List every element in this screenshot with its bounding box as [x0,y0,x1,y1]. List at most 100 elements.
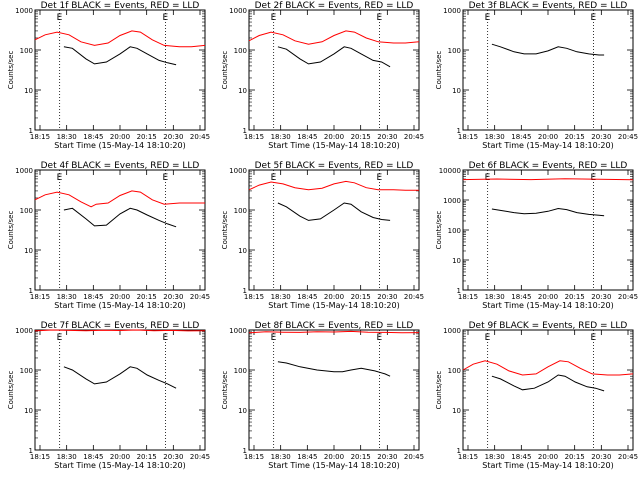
series-line-1 [63,207,177,228]
x-tick-label: 18:30 [57,453,77,461]
plot-frame [248,169,420,291]
panel-title: Det 2f BLACK = Events, RED = LLD [255,1,414,11]
x-tick-label: 20:30 [163,293,183,301]
panel-4: Det 4f BLACK = Events, RED = LLD 1 10 100 10… [7,161,210,310]
x-tick-label: 18:15 [458,133,478,141]
x-tick-label: 20:00 [324,133,344,141]
plot-frame [34,329,206,451]
y-tick-label: 1 [29,287,33,295]
plot-frame [248,329,420,451]
series-line-0 [34,329,206,332]
x-tick-label: 20:30 [163,453,183,461]
y-tick-label: 100 [448,47,461,55]
x-tick-label: 20:00 [110,453,130,461]
marker-label: E [271,333,277,343]
y-axis-label: Counts/sec [435,51,443,90]
x-tick-label: 18:15 [244,453,264,461]
x-tick-label: 18:15 [244,133,264,141]
y-tick-label: 100 [234,47,247,55]
y-tick-label: 1000 [15,167,33,175]
x-tick-label: 18:30 [57,293,77,301]
y-tick-label: 1000 [229,167,247,175]
series-line-0 [34,190,205,208]
y-axis-label: Counts/sec [435,371,443,410]
x-tick-label: 18:45 [511,453,531,461]
y-tick-label: 10 [24,87,33,95]
panel-title: Det 6f BLACK = Events, RED = LLD [469,161,628,171]
marker-label: E [485,333,491,343]
series-line-0 [248,30,420,45]
panel-9: Det 9f BLACK = Events, RED = LLD 1 10 100 10… [435,321,638,470]
x-tick-label: 20:45 [618,133,638,141]
x-tick-label: 18:45 [511,293,531,301]
panel-8: Det 8f BLACK = Events, RED = LLD 1 10 100 10… [221,321,424,470]
y-tick-label: 1000 [443,7,461,15]
x-tick-label: 20:45 [190,453,210,461]
panel-title: Det 4f BLACK = Events, RED = LLD [41,161,200,171]
x-tick-label: 20:45 [618,453,638,461]
y-tick-label: 10 [24,247,33,255]
panel-title: Det 3f BLACK = Events, RED = LLD [469,1,628,11]
y-tick-label: 10 [238,87,247,95]
x-tick-label: 20:15 [137,133,157,141]
y-tick-label: 100 [234,367,247,375]
marker-label: E [485,173,491,183]
x-tick-label: 18:45 [297,453,317,461]
x-axis-label: Start Time (15-May-14 18:10:20) [54,461,185,470]
panel-7: Det 7f BLACK = Events, RED = LLD 1 10 100 10… [7,321,210,470]
plot-frame [34,9,206,131]
marker-label: E [57,173,63,183]
x-tick-label: 18:45 [297,293,317,301]
y-tick-label: 1 [29,447,33,455]
y-tick-label: 10 [24,407,33,415]
y-tick-label: 100 [20,47,33,55]
series-line-1 [63,366,177,389]
x-tick-label: 20:30 [591,293,611,301]
y-tick-label: 10 [452,407,461,415]
marker-label: E [377,333,383,343]
marker-label: E [163,173,169,183]
x-tick-label: 18:15 [30,293,50,301]
x-tick-label: 20:45 [404,453,424,461]
x-tick-label: 20:45 [618,293,638,301]
panel-1: Det 1f BLACK = Events, RED = LLD 1 10 100 10… [7,1,210,150]
marker-label: E [591,13,597,23]
x-axis-label: Start Time (15-May-14 18:10:20) [268,461,399,470]
x-tick-label: 18:45 [83,133,103,141]
x-tick-label: 20:15 [351,453,371,461]
plot-frame [462,9,634,131]
marker-label: E [377,13,383,23]
x-tick-label: 20:00 [324,453,344,461]
y-tick-label: 100 [234,207,247,215]
x-tick-label: 20:45 [404,133,424,141]
x-tick-label: 20:15 [351,133,371,141]
x-axis-label: Start Time (15-May-14 18:10:20) [268,301,399,310]
series-line-0 [462,178,634,181]
y-tick-label: 1000 [15,7,33,15]
marker-label: E [377,173,383,183]
panel-5: Det 5f BLACK = Events, RED = LLD 1 10 100 10… [221,161,424,310]
series-line-0 [248,330,420,334]
y-axis-label: Counts/sec [221,51,229,90]
y-tick-label: 1 [457,127,461,135]
x-tick-label: 18:15 [30,133,50,141]
y-tick-label: 100 [448,367,461,375]
series-line-0 [248,180,419,191]
y-tick-label: 10 [238,407,247,415]
x-tick-label: 20:30 [591,453,611,461]
x-tick-label: 18:30 [271,133,291,141]
x-tick-label: 18:30 [271,293,291,301]
y-tick-label: 1000 [15,327,33,335]
y-tick-label: 1 [29,127,33,135]
x-tick-label: 20:00 [110,133,130,141]
series-line-1 [277,361,391,377]
panel-title: Det 8f BLACK = Events, RED = LLD [255,321,414,331]
marker-label: E [271,13,277,23]
x-tick-label: 20:00 [324,293,344,301]
plot-frame [248,9,420,131]
x-tick-label: 20:30 [163,133,183,141]
x-tick-label: 20:15 [565,453,585,461]
series-line-1 [277,46,391,68]
y-tick-label: 1 [243,447,247,455]
series-line-1 [63,46,177,66]
